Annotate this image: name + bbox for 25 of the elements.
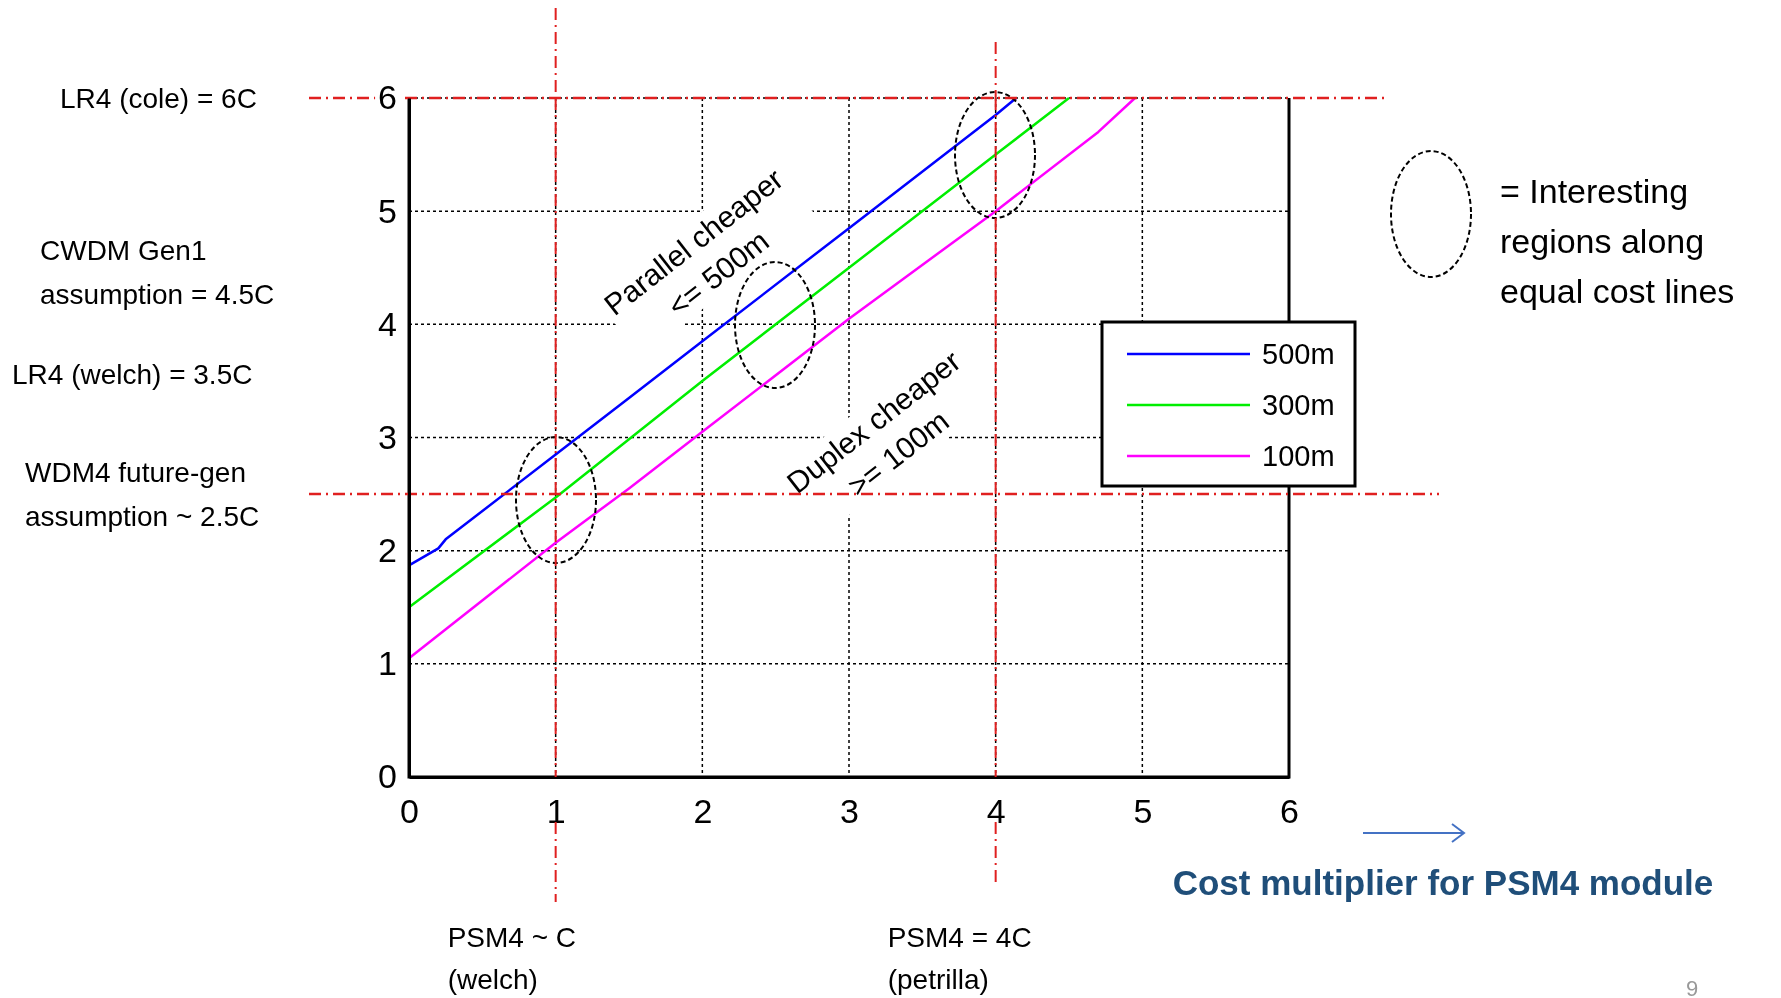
x-tick-label: 1 bbox=[546, 792, 566, 831]
y-tick-label: 0 bbox=[378, 757, 397, 796]
y-tick-label: 5 bbox=[378, 191, 397, 230]
text: 9 bbox=[1686, 976, 1699, 998]
ref-line-label: PSM4 ~ C (welch) bbox=[447, 922, 577, 995]
ref-line-label: PSM4 = 4C (petrilla) bbox=[887, 922, 1032, 995]
y-tick-label: 2 bbox=[378, 531, 397, 570]
ref-line-label: LR4 (cole) = 6C bbox=[60, 83, 257, 114]
x-tick-label: 5 bbox=[1133, 792, 1153, 831]
x-tick-label: 2 bbox=[693, 792, 713, 831]
x-tick-label: 6 bbox=[1280, 792, 1299, 831]
y-tick-label: 6 bbox=[378, 78, 397, 117]
x-axis-title: Cost multiplier for PSM4 module bbox=[1172, 863, 1714, 902]
legend-label: 100m bbox=[1262, 440, 1335, 472]
ref-line-label: WDM4 future-gen assumption ~ 2.5C bbox=[25, 457, 260, 533]
text: = Interesting regions along equal cost lines bbox=[1500, 172, 1735, 310]
legend-label: 300m bbox=[1262, 389, 1335, 421]
text: CWDM Gen1 assumption = 4.5C bbox=[40, 235, 275, 310]
x-tick-label: 4 bbox=[986, 792, 1006, 831]
y-tick-label: 3 bbox=[378, 417, 397, 456]
text: LR4 (welch) = 3.5C bbox=[12, 359, 253, 390]
y-tick-label: 4 bbox=[378, 304, 397, 343]
legend-label: 500m bbox=[1262, 338, 1335, 370]
y-tick-label: 1 bbox=[378, 644, 397, 683]
x-tick-label: 3 bbox=[840, 792, 859, 831]
